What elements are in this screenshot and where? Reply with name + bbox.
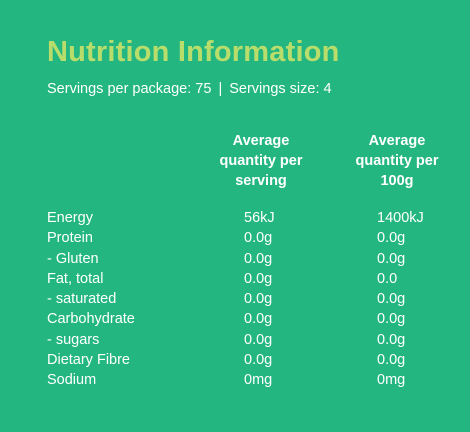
- table-row: - sugars 0.0g 0.0g: [47, 330, 447, 350]
- nutrient-label: Dietary Fibre: [47, 352, 130, 369]
- per-serving-value: 0.0g: [244, 270, 273, 287]
- servings-info: Servings per package: 75 | Servings size: …: [47, 81, 332, 97]
- panel-title: Nutrition Information: [47, 36, 340, 68]
- per-100g-value: 0.0g: [377, 291, 406, 308]
- column-header-line: Average: [368, 133, 426, 149]
- per-100g-value: 0.0: [377, 270, 398, 287]
- per-serving-value: 0.0g: [244, 352, 273, 369]
- servings-separator: |: [218, 81, 223, 97]
- nutrient-label: Carbohydrate: [47, 311, 135, 328]
- table-row: Fat, total 0.0g 0.0: [47, 269, 447, 289]
- nutrient-label: Energy: [47, 210, 93, 226]
- servings-per-package: Servings per package: 75: [47, 81, 212, 97]
- nutrition-table: Energy 56kJ 1400kJ Protein 0.0g 0.0g - G…: [47, 208, 447, 391]
- column-header-line: Average: [232, 133, 290, 149]
- per-serving-value: 0.0g: [244, 250, 273, 267]
- per-serving-value: 0.0g: [244, 291, 273, 308]
- serving-size: Servings size: 4: [229, 81, 332, 97]
- table-row: Dietary Fibre 0.0g 0.0g: [47, 350, 447, 370]
- nutrient-label: - sugars: [47, 331, 100, 348]
- per-100g-value: 0.0g: [377, 352, 406, 369]
- table-row: Energy 56kJ 1400kJ: [47, 208, 447, 228]
- table-row: - saturated 0.0g 0.0g: [47, 289, 447, 309]
- per-100g-value: 0.0g: [377, 331, 406, 348]
- per-100g-value: 0.0g: [377, 311, 406, 328]
- table-row: Sodium 0mg 0mg: [47, 370, 447, 390]
- per-100g-value: 0.0g: [377, 250, 406, 267]
- table-row: Protein 0.0g 0.0g: [47, 228, 447, 248]
- per-100g-value: 0mg: [377, 372, 406, 389]
- per-serving-value: 0.0g: [244, 311, 273, 328]
- nutrient-label: Sodium: [47, 372, 97, 389]
- nutrient-label: Protein: [47, 230, 93, 247]
- column-header-per-serving: Average quantity per serving: [201, 131, 321, 191]
- table-row: - Gluten 0.0g 0.0g: [47, 249, 447, 269]
- nutrient-label: - Gluten: [47, 250, 99, 267]
- per-serving-value: 0.0g: [244, 230, 273, 247]
- column-header-line: 100g: [380, 173, 414, 189]
- column-header-line: quantity per: [355, 153, 439, 169]
- nutrient-label: Fat, total: [47, 270, 104, 287]
- column-header-per-100g: Average quantity per 100g: [337, 131, 457, 191]
- per-100g-value: 1400kJ: [377, 210, 424, 226]
- nutrient-label: - saturated: [47, 291, 117, 308]
- column-header-line: serving: [235, 173, 287, 189]
- per-serving-value: 0.0g: [244, 331, 273, 348]
- column-header-line: quantity per: [219, 153, 303, 169]
- per-serving-value: 0mg: [244, 372, 273, 389]
- table-row: Carbohydrate 0.0g 0.0g: [47, 309, 447, 329]
- per-100g-value: 0.0g: [377, 230, 406, 247]
- per-serving-value: 56kJ: [244, 210, 275, 226]
